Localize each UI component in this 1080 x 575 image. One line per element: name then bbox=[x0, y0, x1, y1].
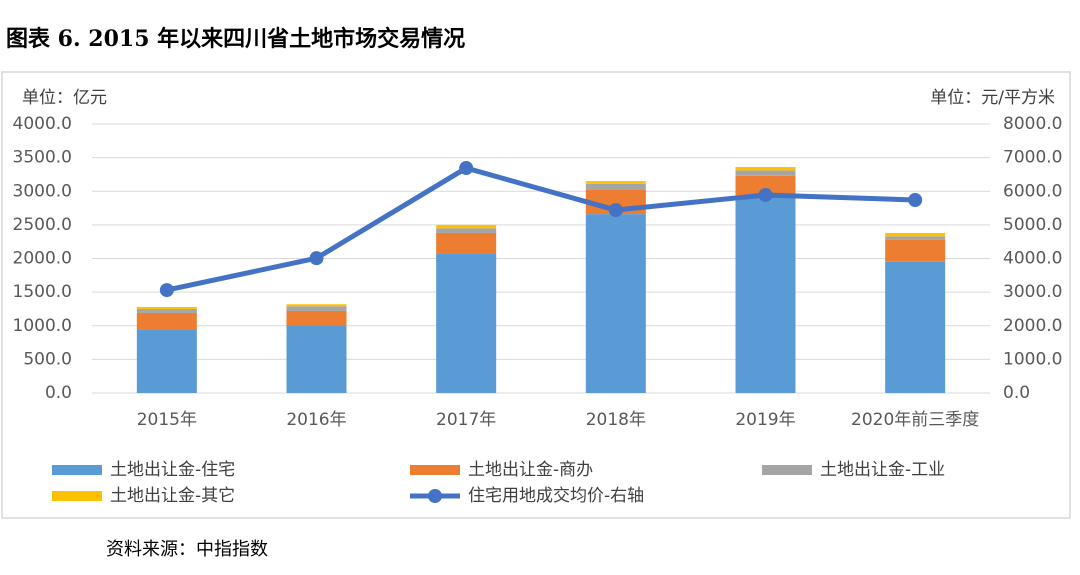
bar-segment bbox=[735, 195, 796, 393]
line-marker bbox=[459, 161, 474, 176]
line-marker bbox=[309, 251, 324, 266]
x-tick-label: 2017年 bbox=[436, 410, 496, 430]
y-tick-label: 500.0 bbox=[23, 349, 72, 369]
bar-segment bbox=[136, 306, 197, 309]
x-tick-label: 2015年 bbox=[137, 410, 197, 430]
bar-segment bbox=[735, 167, 796, 171]
x-tick-label: 2019年 bbox=[735, 410, 795, 430]
legend-label: 土地出让金-住宅 bbox=[110, 460, 235, 480]
y-tick-label: 1500.0 bbox=[13, 282, 72, 302]
y2-tick-label: 0.0 bbox=[1003, 383, 1030, 403]
bar-segment bbox=[585, 181, 646, 184]
y2-tick-label: 3000.0 bbox=[1003, 282, 1062, 302]
y2-tick-label: 6000.0 bbox=[1003, 181, 1062, 201]
legend-swatch bbox=[52, 465, 102, 475]
bar-segment bbox=[436, 253, 497, 393]
legend-swatch bbox=[52, 491, 102, 501]
y-tick-label: 2000.0 bbox=[13, 249, 72, 269]
bar-segment bbox=[885, 236, 946, 240]
line-marker bbox=[608, 203, 623, 218]
line-series bbox=[166, 165, 916, 293]
legend-swatch bbox=[410, 465, 460, 475]
legend-swatch bbox=[762, 465, 812, 475]
bar-segment bbox=[136, 308, 197, 313]
bar-segment bbox=[735, 170, 796, 176]
line-marker bbox=[159, 283, 174, 298]
y2-axis-label: 单位：元/平方米 bbox=[930, 88, 1055, 108]
chart-title: 图表 6. 2015 年以来四川省土地市场交易情况 bbox=[6, 26, 465, 52]
y-tick-label: 0.0 bbox=[45, 383, 72, 403]
chart-frame bbox=[1, 71, 1071, 519]
y-axis-label: 单位：亿元 bbox=[22, 88, 107, 108]
y2-tick-label: 1000.0 bbox=[1003, 349, 1062, 369]
bar-segment bbox=[735, 175, 796, 196]
y-tick-label: 2500.0 bbox=[13, 215, 72, 235]
bar-segment bbox=[436, 228, 497, 233]
x-tick-label: 2018年 bbox=[586, 410, 646, 430]
legend-label: 住宅用地成交均价-右轴 bbox=[468, 486, 644, 506]
legend-swatch bbox=[428, 489, 442, 503]
source-note: 资料来源：中指指数 bbox=[106, 539, 268, 560]
bar-segment bbox=[286, 304, 347, 307]
bar-segment bbox=[885, 239, 946, 262]
bar-segment bbox=[286, 310, 347, 326]
x-tick-label: 2020年前三季度 bbox=[851, 410, 979, 430]
y2-tick-label: 5000.0 bbox=[1003, 215, 1062, 235]
y2-tick-label: 2000.0 bbox=[1003, 316, 1062, 336]
legend-label: 土地出让金-其它 bbox=[110, 486, 235, 506]
bar-segment bbox=[286, 306, 347, 311]
y-tick-label: 3000.0 bbox=[13, 181, 72, 201]
x-tick-label: 2016年 bbox=[286, 410, 346, 430]
line-marker bbox=[908, 192, 923, 207]
bar-segment bbox=[436, 224, 497, 229]
y2-tick-label: 8000.0 bbox=[1003, 114, 1062, 134]
y-tick-label: 1000.0 bbox=[13, 316, 72, 336]
bar-segment bbox=[436, 232, 497, 254]
bar-segment bbox=[136, 329, 197, 393]
y2-tick-label: 7000.0 bbox=[1003, 148, 1062, 168]
bar-segment bbox=[286, 325, 347, 393]
line-marker bbox=[758, 187, 773, 202]
bar-segment bbox=[885, 261, 946, 393]
legend-label: 土地出让金-工业 bbox=[820, 460, 945, 480]
y-tick-label: 4000.0 bbox=[13, 114, 72, 134]
bar-segment bbox=[885, 232, 946, 237]
bar-segment bbox=[136, 312, 197, 330]
bar-segment bbox=[585, 214, 646, 393]
bar-segment bbox=[585, 183, 646, 190]
y2-tick-label: 4000.0 bbox=[1003, 249, 1062, 269]
legend-label: 土地出让金-商办 bbox=[468, 460, 593, 480]
y-tick-label: 3500.0 bbox=[13, 148, 72, 168]
